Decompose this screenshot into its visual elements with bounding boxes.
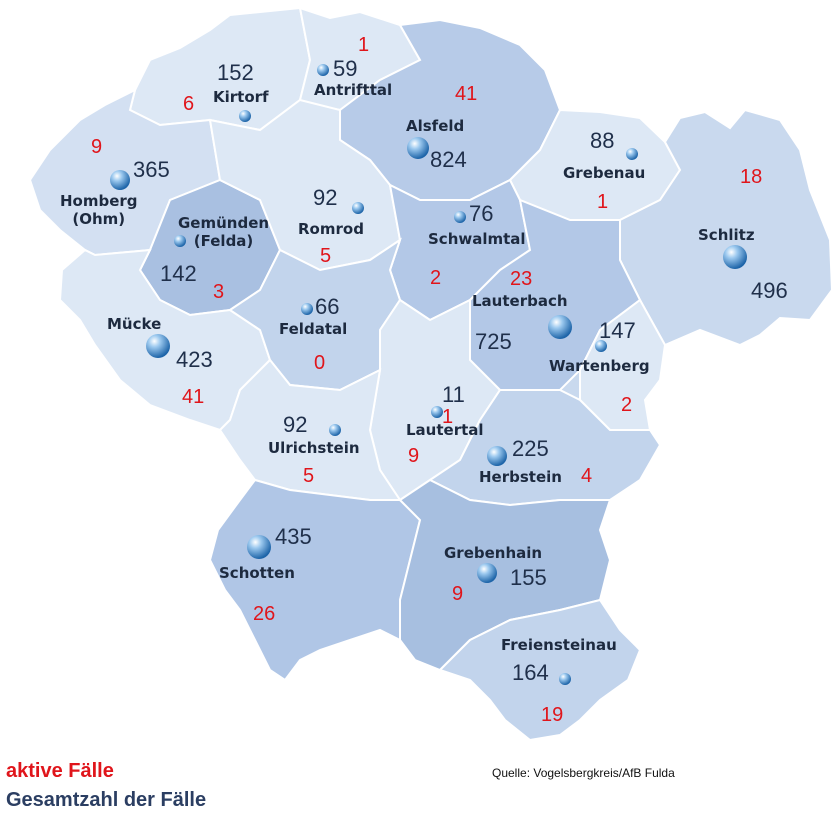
total-muecke: 423	[176, 347, 213, 372]
active-muecke: 41	[182, 386, 205, 408]
name-gemuenden: Gemünden (Felda)	[178, 214, 270, 250]
active-feldatal: 0	[314, 352, 326, 374]
total-feldatal: 66	[315, 294, 340, 319]
total-lautertal: 11	[442, 382, 465, 407]
name-ulrichstein: Ulrichstein	[268, 439, 360, 457]
dot-grebenhain	[477, 563, 497, 583]
dot-schwalmtal	[454, 211, 466, 223]
total-schotten: 435	[275, 524, 312, 549]
dot-romrod	[352, 202, 364, 214]
active-antrifttal: 1	[358, 34, 370, 56]
active-grebenhain: 9	[452, 583, 464, 605]
legend-active-cases: aktive Fälle	[6, 760, 114, 782]
dot-alsfeld	[407, 137, 429, 159]
name-kirtorf: Kirtorf	[213, 88, 269, 106]
total-herbstein: 225	[512, 436, 549, 461]
name-lautertal: Lautertal	[406, 421, 484, 439]
active-grebenau: 1	[597, 191, 609, 213]
dot-schlitz	[723, 245, 747, 269]
active-herbstein: 4	[581, 465, 593, 487]
dot-feldatal	[301, 303, 313, 315]
name-antrifttal: Antrifttal	[314, 81, 393, 99]
name-feldatal: Feldatal	[279, 320, 348, 338]
area-wartenberg	[579, 298, 667, 431]
name-schwalmtal: Schwalmtal	[428, 230, 526, 248]
dot-freiensteinau	[559, 673, 571, 685]
total-wartenberg: 147	[599, 318, 636, 343]
name-grebenhain: Grebenhain	[444, 544, 543, 562]
dot-gemuenden	[174, 235, 186, 247]
active-schlitz: 18	[740, 166, 763, 188]
name-wartenberg: Wartenberg	[549, 357, 650, 375]
area-schotten	[208, 478, 422, 682]
dot-kirtorf	[239, 110, 251, 122]
dot-grebenau	[626, 148, 638, 160]
total-homberg: 365	[133, 157, 170, 182]
active-alsfeld: 41	[455, 83, 478, 105]
dot-wartenberg	[595, 340, 607, 352]
dot-antrifttal	[317, 64, 329, 76]
active-schwalmtal: 2	[430, 267, 442, 289]
total-alsfeld: 824	[430, 147, 467, 172]
total-lauterbach: 725	[475, 329, 512, 354]
active-lautertal-south: 9	[408, 445, 420, 467]
name-herbstein: Herbstein	[479, 468, 562, 486]
dot-schotten	[247, 535, 271, 559]
dot-homberg	[110, 170, 130, 190]
total-schlitz: 496	[751, 278, 788, 303]
total-antrifttal: 59	[333, 56, 358, 81]
name-muecke: Mücke	[107, 315, 162, 333]
total-ulrichstein: 92	[283, 412, 308, 437]
name-romrod: Romrod	[298, 220, 364, 238]
total-schwalmtal: 76	[469, 201, 494, 226]
source-note: Quelle: Vogelsbergkreis/AfB Fulda	[492, 766, 675, 780]
name-schotten: Schotten	[219, 564, 295, 582]
total-kirtorf: 152	[217, 60, 254, 85]
active-lautertal: 1	[442, 406, 454, 428]
active-kirtorf: 6	[183, 93, 195, 115]
name-freiensteinau: Freiensteinau	[501, 636, 617, 654]
dot-lauterbach	[548, 315, 572, 339]
area-freiensteinau	[438, 598, 642, 742]
active-freiensteinau: 19	[541, 704, 564, 726]
name-grebenau: Grebenau	[563, 164, 646, 182]
dot-lautertal	[431, 406, 443, 418]
total-romrod: 92	[313, 185, 338, 210]
area-lauterbach	[469, 198, 642, 391]
dot-herbstein	[487, 446, 507, 466]
active-homberg: 9	[91, 136, 103, 158]
total-grebenhain: 155	[510, 565, 547, 590]
active-ulrichstein: 5	[303, 465, 315, 487]
total-freiensteinau: 164	[512, 660, 549, 685]
name-alsfeld: Alsfeld	[406, 117, 465, 135]
name-lauterbach: Lauterbach	[472, 292, 568, 310]
dot-ulrichstein	[329, 424, 341, 436]
total-gemuenden: 142	[160, 261, 197, 286]
active-lauterbach: 23	[510, 268, 533, 290]
legend-total-cases: Gesamtzahl der Fälle	[6, 789, 207, 811]
active-romrod: 5	[320, 245, 332, 267]
active-schotten: 26	[253, 603, 276, 625]
total-grebenau: 88	[590, 128, 615, 153]
active-wartenberg: 2	[621, 394, 633, 416]
active-gemuenden: 3	[213, 281, 225, 303]
name-homberg: Homberg (Ohm)	[60, 192, 138, 228]
dot-muecke	[146, 334, 170, 358]
name-schlitz: Schlitz	[698, 226, 755, 244]
